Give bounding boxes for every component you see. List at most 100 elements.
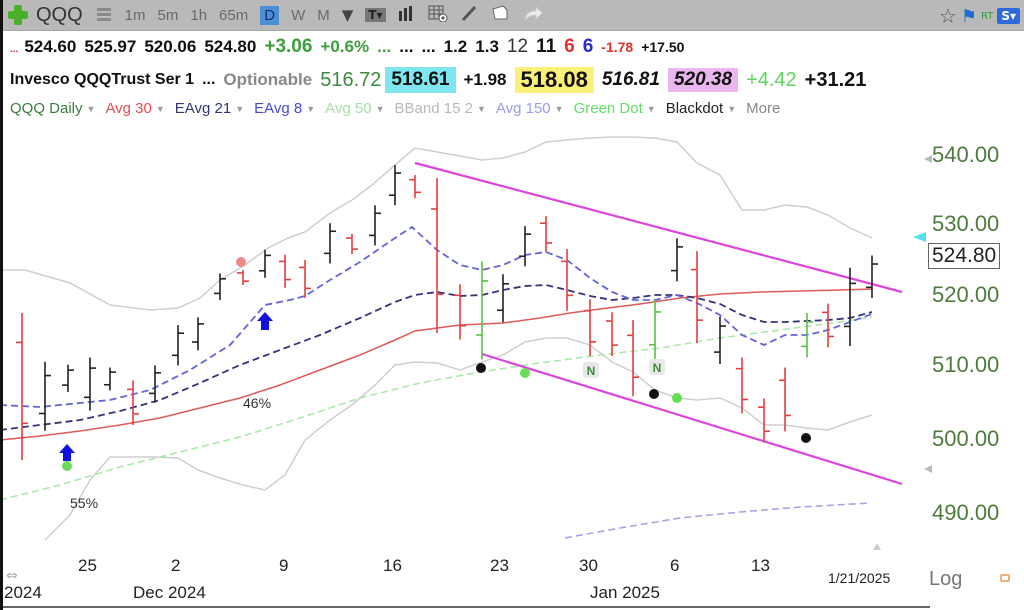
value-plus-1-98: +1.98 xyxy=(463,70,507,89)
ohlc-bars xyxy=(16,165,878,461)
study-eavg-8[interactable]: EAvg 8 xyxy=(254,100,303,117)
bar-chart-icon[interactable] xyxy=(398,5,416,25)
add-symbol-icon[interactable] xyxy=(8,5,28,25)
black-dot xyxy=(649,389,659,399)
x-tick-23: 23 xyxy=(490,556,509,575)
study-avg-50[interactable]: Avg 50 xyxy=(325,100,372,117)
markers: N N 46% 55% xyxy=(59,257,811,511)
chevron-down-icon[interactable]: ▼ xyxy=(155,103,165,114)
value-518-08: 518.08 xyxy=(514,67,594,93)
chevron-down-icon[interactable]: ▼ xyxy=(375,103,385,114)
study-green-dot[interactable]: Green Dot xyxy=(573,100,643,117)
quote-line-1: ... 524.60 525.97 520.06 524.80 +3.06 +0… xyxy=(10,36,692,60)
pink-dot xyxy=(236,257,246,267)
layers-icon[interactable] xyxy=(490,4,510,26)
avg-150-line xyxy=(564,502,871,539)
dots-2: ... xyxy=(399,37,414,56)
name-dots: ... xyxy=(202,71,216,88)
interval-5m[interactable]: 5m xyxy=(157,6,179,24)
pencil-icon[interactable] xyxy=(460,4,478,26)
chevron-down-icon[interactable]: ▼ xyxy=(235,103,245,114)
bband-upper xyxy=(0,136,873,311)
n-badge xyxy=(583,362,599,378)
value-red-6: 6 xyxy=(564,36,575,57)
cyan-price-marker xyxy=(913,232,926,242)
price-chart[interactable]: N N 46% 55% xyxy=(0,125,1024,555)
x-tick-13: 13 xyxy=(751,556,770,575)
dots-3: ... xyxy=(421,37,436,56)
gray-marker xyxy=(924,465,932,473)
value-blue-6: 6 xyxy=(582,36,594,57)
value-12: 12 xyxy=(506,36,529,57)
value-1-3: 1.3 xyxy=(475,37,499,56)
blue-arrow-up-icon xyxy=(59,444,75,461)
value-520-38: 520.38 xyxy=(667,68,739,92)
chevron-down-icon[interactable]: ▼ xyxy=(727,103,737,114)
y-tick-510: 510.00 xyxy=(932,352,1000,377)
month-label-jan-2025: Jan 2025 xyxy=(590,583,660,602)
open-price: 524.60 xyxy=(24,37,77,56)
value-516-72: 516.72 xyxy=(320,68,382,91)
lower-trendline[interactable] xyxy=(481,352,903,486)
pct-label-46: 46% xyxy=(243,395,271,411)
month-label-2024: 2024 xyxy=(4,583,42,602)
chevron-down-icon[interactable]: ▼ xyxy=(646,103,656,114)
interval-1m[interactable]: 1m xyxy=(124,6,146,24)
avg-50-line xyxy=(0,316,873,501)
interval-daily[interactable]: D xyxy=(260,5,280,25)
interval-1h[interactable]: 1h xyxy=(190,6,208,24)
text-tool-icon[interactable]: T▾ xyxy=(365,8,386,22)
list-icon[interactable] xyxy=(96,8,111,22)
s-menu-button[interactable]: S▾ xyxy=(997,8,1020,24)
x-tick-9: 9 xyxy=(279,556,289,575)
n-label: N xyxy=(587,364,596,378)
chevron-down-icon[interactable]: ▼ xyxy=(306,103,316,114)
black-dot xyxy=(801,433,811,443)
n-label: N xyxy=(653,361,662,375)
grid-add-icon[interactable] xyxy=(428,4,448,26)
x-tick-30: 30 xyxy=(579,556,598,575)
more-studies-link[interactable]: More xyxy=(746,100,781,117)
study-blackdot[interactable]: Blackdot xyxy=(665,100,724,117)
realtime-label[interactable]: RT xyxy=(980,10,994,22)
x-tick-6: 6 xyxy=(670,556,680,575)
high-price: 525.97 xyxy=(84,37,137,56)
y-tick-540: 540.00 xyxy=(932,142,1000,167)
value-516-81: 516.81 xyxy=(601,69,660,90)
black-dot xyxy=(476,363,486,373)
current-price-label: 524.80 xyxy=(928,243,1001,269)
interval-weekly[interactable]: W xyxy=(291,6,306,24)
price-change: +3.06 xyxy=(264,36,313,57)
bottom-scrollbar[interactable] xyxy=(0,606,930,608)
value-1-2: 1.2 xyxy=(443,37,468,56)
study-avg-30[interactable]: Avg 30 xyxy=(105,100,152,117)
gray-marker-bottom xyxy=(873,543,881,550)
chevron-down-icon[interactable]: ▼ xyxy=(554,103,564,114)
y-tick-500: 500.00 xyxy=(932,426,1000,451)
x-tick-16: 16 xyxy=(383,556,402,575)
green-dot xyxy=(672,393,682,403)
log-scale-toggle[interactable]: Log xyxy=(929,568,963,590)
redo-icon[interactable] xyxy=(522,4,544,26)
dropdown-icon[interactable]: ▼ xyxy=(341,6,354,24)
upper-trendline[interactable] xyxy=(414,161,903,294)
study-qqq-daily[interactable]: QQQ Daily xyxy=(10,100,83,117)
green-dot xyxy=(62,461,72,471)
scroll-arrows-icon[interactable]: ⇔ xyxy=(6,568,18,584)
symbol-label[interactable]: QQQ xyxy=(36,3,83,26)
star-icon[interactable]: ☆ xyxy=(938,4,957,28)
value-pos: +17.50 xyxy=(641,39,685,55)
chevron-down-icon[interactable]: ▼ xyxy=(86,103,96,114)
lock-icon[interactable] xyxy=(1000,574,1010,582)
interval-65m[interactable]: 65m xyxy=(219,6,249,24)
interval-monthly[interactable]: M xyxy=(317,6,330,24)
study-avg-150[interactable]: Avg 150 xyxy=(495,100,551,117)
study-eavg-21[interactable]: EAvg 21 xyxy=(174,100,232,117)
price-change-pct: +0.6% xyxy=(320,37,370,56)
close-price: 524.80 xyxy=(204,37,257,56)
avg-30-line xyxy=(0,288,873,441)
study-bband[interactable]: BBand 15 2 xyxy=(394,100,473,117)
chevron-down-icon[interactable]: ▼ xyxy=(476,103,486,114)
flag-icon[interactable]: ⚑ xyxy=(960,5,977,27)
optionable-label: Optionable xyxy=(223,70,313,89)
